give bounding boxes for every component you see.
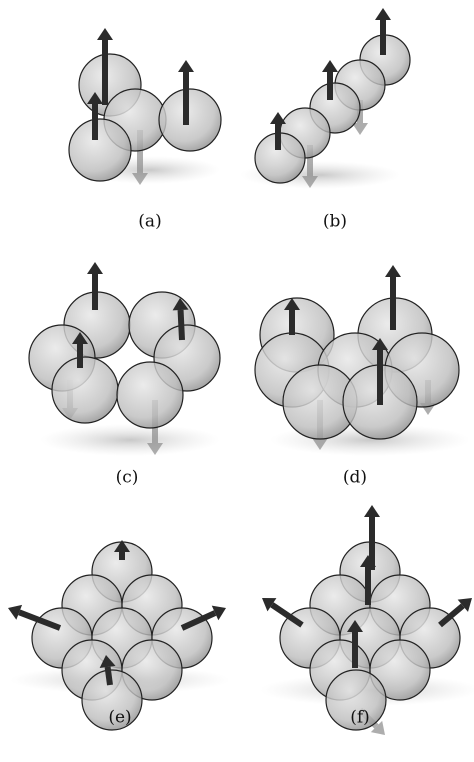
arrow-head [352,123,368,135]
panel-label: (e) [108,708,131,728]
sphere [69,119,131,181]
sphere [159,89,221,151]
arrow-head [270,112,286,124]
panel-label: (f) [350,708,370,728]
arrow-head [322,60,338,72]
arrow-head [97,28,113,40]
arrow-head [364,505,380,517]
arrow-head [385,265,401,277]
arrow-head [375,8,391,20]
figure: (a) (b) (c) (d) (e) (f) [0,0,474,762]
panel-label: (d) [343,468,367,488]
shadow [40,424,220,456]
panel-label: (b) [323,212,347,232]
artwork [8,8,474,735]
panel-label: (c) [116,468,139,488]
arrow-shaft [181,310,182,340]
panel-label: (a) [138,212,161,232]
arrow-head [178,60,194,72]
arrow-head [87,262,103,274]
sphere [52,357,118,423]
sphere [117,362,183,428]
arrow-shaft [108,667,110,685]
